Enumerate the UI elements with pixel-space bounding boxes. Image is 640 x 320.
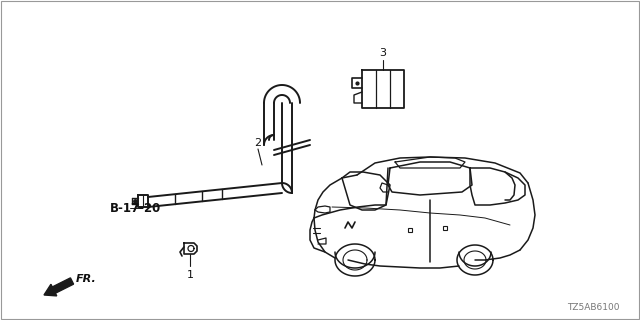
Text: 3: 3	[380, 48, 387, 58]
Text: FR.: FR.	[76, 274, 97, 284]
Text: 2: 2	[255, 138, 262, 148]
Text: TZ5AB6100: TZ5AB6100	[568, 303, 620, 312]
Text: 1: 1	[186, 270, 193, 280]
FancyArrow shape	[44, 278, 74, 296]
Text: B-17-20: B-17-20	[110, 202, 161, 214]
